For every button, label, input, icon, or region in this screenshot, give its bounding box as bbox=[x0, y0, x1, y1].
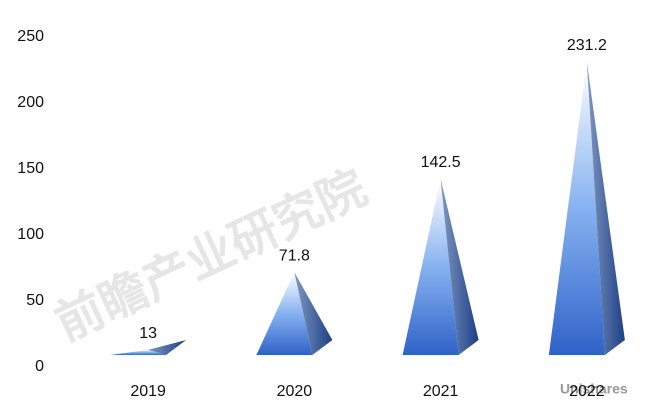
watermark: 前瞻产业研究院 bbox=[48, 161, 375, 351]
y-tick-label: 250 bbox=[17, 28, 44, 45]
pyramid-front bbox=[110, 349, 167, 355]
pyramid-side bbox=[440, 178, 479, 355]
y-tick-label: 150 bbox=[17, 160, 44, 177]
x-tick-label: 2019 bbox=[130, 383, 166, 400]
y-tick-label: 0 bbox=[35, 358, 44, 375]
pyramid-front bbox=[548, 61, 605, 355]
pyramid-side bbox=[148, 340, 187, 355]
pyramid-front bbox=[256, 272, 313, 355]
y-tick-label: 200 bbox=[17, 94, 44, 111]
y-tick-label: 100 bbox=[17, 226, 44, 243]
value-label: 142.5 bbox=[421, 154, 461, 171]
value-label: 13 bbox=[139, 325, 157, 342]
value-label: 71.8 bbox=[279, 247, 310, 264]
pyramid-side bbox=[586, 61, 625, 355]
y-tick-label: 50 bbox=[26, 292, 44, 309]
pyramid-side bbox=[294, 272, 333, 355]
x-tick-label: 2020 bbox=[277, 383, 313, 400]
x-tick-label: 2022 bbox=[569, 383, 605, 400]
value-label: 231.2 bbox=[567, 37, 607, 54]
watermark: Unishares bbox=[560, 381, 628, 397]
x-tick-label: 2021 bbox=[423, 383, 459, 400]
pyramid-front bbox=[402, 178, 459, 355]
